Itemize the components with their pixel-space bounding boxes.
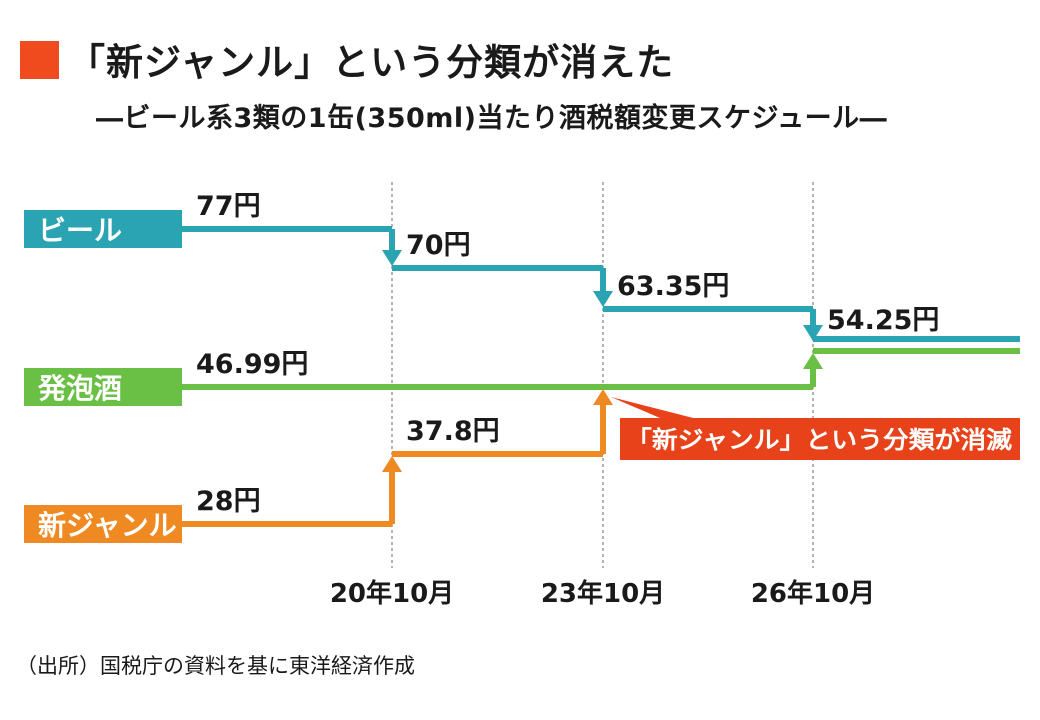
x-tick-label: 23年10月 — [541, 578, 665, 609]
step-arrow — [593, 291, 613, 307]
data-label: 28円 — [196, 486, 261, 517]
step-arrow — [382, 456, 402, 472]
chart-title: 「新ジャンル」という分類が消えた — [68, 41, 675, 84]
data-label: 37.8円 — [406, 416, 500, 447]
annotation-text: 「新ジャンル」という分類が消滅 — [626, 426, 1012, 454]
annotation-box — [620, 418, 1020, 460]
data-label: 63.35円 — [617, 271, 729, 302]
series-label-box — [24, 368, 182, 406]
step-arrow — [382, 250, 402, 266]
step-arrow — [593, 389, 613, 405]
series-label: 新ジャンル — [38, 509, 177, 542]
annotation-pointer — [611, 397, 705, 421]
data-label: 54.25円 — [827, 305, 939, 336]
series-label: 発泡酒 — [37, 372, 122, 405]
x-tick-label: 20年10月 — [330, 578, 454, 609]
series-label: ビール — [38, 214, 122, 247]
title-marker — [20, 41, 59, 79]
chart-subtitle: ―ビール系3類の1缶(350ml)当たり酒税額変更スケジュール― — [96, 103, 888, 134]
data-label: 77円 — [196, 191, 261, 222]
source-note: （出所）国税庁の資料を基に東洋経済作成 — [16, 654, 415, 678]
series-label-box — [24, 505, 182, 543]
step-arrow — [803, 353, 823, 369]
data-label: 46.99円 — [196, 349, 308, 380]
data-label: 70円 — [406, 230, 471, 261]
series-label-box — [24, 210, 182, 248]
x-tick-label: 26年10月 — [751, 578, 875, 609]
step-arrow — [803, 325, 823, 341]
